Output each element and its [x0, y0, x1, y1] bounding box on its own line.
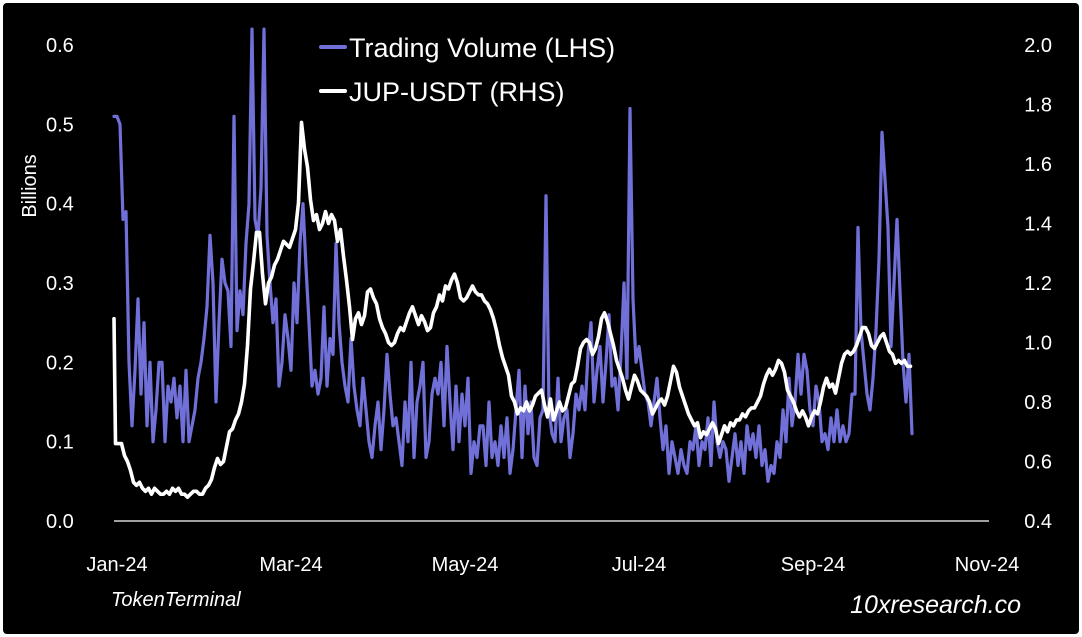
- chart-svg: 0.0 0.1 0.2 0.3 0.4 0.5 0.6 0.4 0.6 0.8 1.0 1.2 1.4…: [19, 27, 1052, 619]
- x-axis: Jan-24 Mar-24 May-24 Jul-24 Sep-24 Nov-24: [86, 554, 1019, 576]
- left-y-tick-label: 0.2: [46, 352, 74, 374]
- source-label: TokenTerminal: [111, 589, 241, 611]
- left-y-tick-label: 0.0: [46, 511, 74, 533]
- right-y-tick-label: 0.4: [1024, 511, 1052, 533]
- x-tick-label: May-24: [432, 554, 499, 576]
- left-y-axis-title: Billions: [19, 154, 41, 217]
- x-tick-label: Jul-24: [612, 554, 666, 576]
- right-y-axis: 0.4 0.6 0.8 1.0 1.2 1.4 1.6 1.8 2.0: [1024, 35, 1052, 533]
- left-y-tick-label: 0.3: [46, 273, 74, 295]
- legend-label: Trading Volume (LHS): [349, 33, 615, 63]
- right-y-tick-label: 1.8: [1024, 95, 1052, 117]
- right-y-tick-label: 0.8: [1024, 392, 1052, 414]
- x-tick-label: Mar-24: [259, 554, 322, 576]
- x-tick-label: Sep-24: [781, 554, 846, 576]
- right-y-tick-label: 1.0: [1024, 333, 1052, 355]
- x-tick-label: Jan-24: [86, 554, 147, 576]
- series-layer: [112, 27, 914, 499]
- chart-frame: 0.0 0.1 0.2 0.3 0.4 0.5 0.6 0.4 0.6 0.8 1.0 1.2 1.4…: [3, 3, 1079, 634]
- right-y-tick-label: 1.4: [1024, 214, 1052, 236]
- legend-label: JUP-USDT (RHS): [349, 77, 565, 107]
- left-y-tick-label: 0.6: [46, 35, 74, 57]
- legend: Trading Volume (LHS) JUP-USDT (RHS): [319, 33, 615, 107]
- left-y-axis: 0.0 0.1 0.2 0.3 0.4 0.5 0.6: [46, 35, 74, 533]
- left-y-tick-label: 0.5: [46, 114, 74, 136]
- left-y-tick-label: 0.1: [46, 432, 74, 454]
- right-y-tick-label: 1.6: [1024, 154, 1052, 176]
- jup-usdt-price-line: [112, 120, 913, 499]
- right-y-tick-label: 0.6: [1024, 452, 1052, 474]
- trading-volume-line: [112, 27, 914, 483]
- x-tick-label: Nov-24: [955, 554, 1019, 576]
- right-y-tick-label: 2.0: [1024, 35, 1052, 57]
- right-y-tick-label: 1.2: [1024, 273, 1052, 295]
- watermark-label: 10xresearch.co: [850, 591, 1021, 619]
- left-y-tick-label: 0.4: [46, 194, 74, 216]
